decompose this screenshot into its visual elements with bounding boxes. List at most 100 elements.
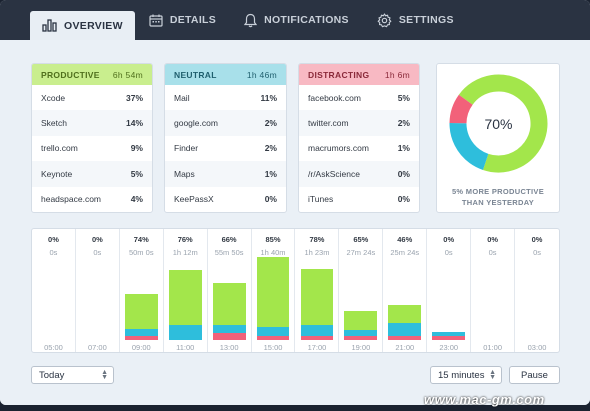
column-hour: 11:00 [176,343,195,352]
watermark: www.mac-gm.com [424,392,545,407]
productive-time: 6h 54m [112,69,143,80]
timeline-column: 0% 0s 07:00 [76,229,120,352]
column-hour: 03:00 [527,343,547,352]
range-select[interactable]: Today ▲ ▼ [31,366,114,384]
productive-title: PRODUCTIVE [41,69,100,80]
bar-chart-icon [42,19,57,32]
productive-app-row: Sketch 14% [32,110,152,136]
summary-message: 5% MORE PRODUCTIVE THAN YESTERDAY [437,186,559,208]
tab-label: SETTINGS [398,14,454,26]
productivity-donut: 70% [449,74,548,173]
distracting-card: DISTRACTING 1h 6m facebook.com 5% twitter.… [298,63,420,213]
bar-segment-neutral [212,324,246,333]
neutral-header: NEUTRAL 1h 46m [165,64,286,85]
interval-select[interactable]: 15 minutes ▲ ▼ [430,366,502,384]
app-name: google.com [174,118,218,129]
column-hour: 19:00 [351,343,371,352]
app-name: Xcode [41,92,66,103]
productive-card: PRODUCTIVE 6h 54m Xcode 37% Sketch 14% trell… [31,63,153,213]
distracting-header: DISTRACTING 1h 6m [299,64,419,85]
tab-settings[interactable]: SETTINGS [363,0,468,40]
app-percent: 11% [260,92,277,103]
neutral-list: Mail 11% google.com 2% Finder 2% Maps 1% KeePass… [165,85,286,212]
productive-list: Xcode 37% Sketch 14% trello.com 9% Keynote 5% he… [32,85,152,212]
app-name: /r/AskScience [308,168,360,179]
summary-line-2: THAN YESTERDAY [461,198,535,207]
timeline-column: 0% 0s 01:00 [471,229,516,352]
timeline-column: 74% 50m 0s 09:00 [120,229,164,352]
bar-segment-productive [300,268,334,325]
column-percent: 0% [48,235,59,244]
distracting-time: 1h 6m [384,69,410,80]
overview-panel: PRODUCTIVE 6h 54m Xcode 37% Sketch 14% trell… [0,40,590,405]
bar-segment-productive [168,270,202,325]
productive-app-row: Keynote 5% [32,161,152,187]
tab-details[interactable]: DETAILS [135,0,230,40]
column-percent: 76% [177,235,193,244]
column-percent: 0% [443,235,455,244]
timeline-column: 76% 1h 12m 11:00 [164,229,208,352]
select-arrows-icon: ▲ ▼ [489,369,496,381]
bar-segment-neutral [124,328,158,336]
tab-overview[interactable]: OVERVIEW [30,11,135,40]
bar-segment-productive [212,282,246,325]
bar-segment-distracting [212,333,246,340]
distracting-title: DISTRACTING [308,69,370,80]
column-percent: 0% [91,235,103,244]
distracting-app-row: /r/AskScience 0% [299,161,419,187]
tab-bar: OVERVIEW DETAILS NOTIFICATIONS SETTINGS [0,0,590,40]
app-name: Finder [174,143,199,154]
column-duration: 0s [49,248,58,257]
column-hour: 09:00 [131,343,151,352]
neutral-time: 1h 46m [246,69,277,80]
column-percent: 74% [133,235,149,244]
column-percent: 78% [309,235,325,244]
app-name: iTunes [308,194,334,205]
app-percent: 9% [130,143,143,154]
distracting-app-row: twitter.com 2% [299,110,419,136]
hourly-timeline-chart: 0% 0s 05:00 0% 0s 07:00 74% 50m 0s 09:00 76% 1h 12… [31,228,560,353]
donut-segment-distracting [449,74,548,173]
app-name: trello.com [41,143,78,154]
neutral-app-row: google.com 2% [165,110,286,136]
column-duration: 25m 24s [390,248,420,257]
interval-select-value: 15 minutes [438,369,485,381]
bar-segment-neutral [432,331,466,336]
app-percent: 2% [264,118,277,129]
bar-segment-neutral [168,324,202,340]
distracting-list: facebook.com 5% twitter.com 2% macrumors.com… [299,85,419,212]
column-hour: 17:00 [307,343,327,352]
timeline-column: 0% 0s 03:00 [515,229,559,352]
column-percent: 65% [353,235,369,244]
app-name: Keynote [41,168,73,179]
column-duration: 0s [488,248,497,257]
productive-app-row: Xcode 37% [32,85,152,110]
app-name: Mail [174,92,190,103]
app-name: macrumors.com [308,143,369,154]
distracting-app-row: facebook.com 5% [299,85,419,110]
neutral-app-row: KeePassX 0% [165,187,286,212]
bar-segment-productive [256,257,290,328]
productivity-percent: 70% [484,115,513,132]
bar-segment-productive [344,310,378,331]
tab-notifications[interactable]: NOTIFICATIONS [230,0,363,40]
bar-segment-distracting [300,335,334,340]
column-hour: 23:00 [439,343,459,352]
app-percent: 0% [397,168,410,179]
column-duration: 0s [533,248,541,257]
app-name: Maps [174,168,195,179]
column-duration: 1h 23m [304,248,330,257]
column-duration: 0s [444,248,453,257]
tab-label: OVERVIEW [64,19,123,32]
app-name: Sketch [41,118,67,129]
pause-button[interactable]: Pause [509,366,560,384]
column-percent: 85% [265,235,281,244]
column-hour: 15:00 [263,343,283,352]
timeline-column: 0% 0s 05:00 [32,229,76,352]
timeline-column: 0% 0s 23:00 [427,229,472,352]
neutral-app-row: Mail 11% [165,85,286,110]
app-name: headspace.com [41,194,102,205]
neutral-app-row: Finder 2% [165,136,286,161]
app-percent: 2% [264,143,277,154]
bar-segment-neutral [300,324,334,336]
